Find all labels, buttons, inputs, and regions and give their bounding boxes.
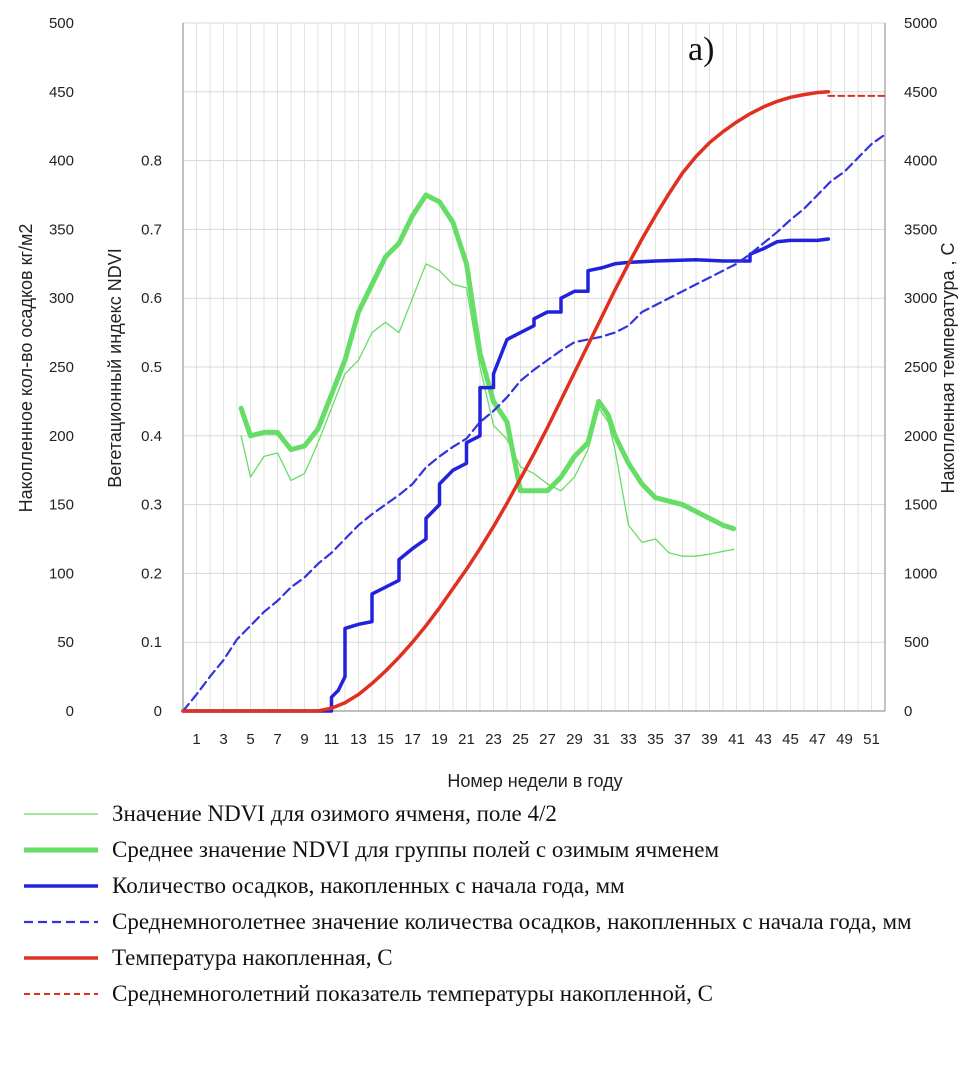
series-line-1 bbox=[240, 263, 735, 557]
panel-label: a) bbox=[688, 31, 714, 68]
left-outer-tick-label: 0 bbox=[66, 703, 74, 720]
left-outer-tick-label: 350 bbox=[49, 221, 74, 238]
series-line-5 bbox=[181, 90, 831, 713]
left-inner-tick-label: 0.2 bbox=[141, 565, 162, 582]
left-inner-tick-label: 0.6 bbox=[141, 290, 162, 307]
x-tick-label: 13 bbox=[350, 731, 367, 748]
chart-svg: 05010015020025030035040045050000.10.20.3… bbox=[16, 15, 958, 791]
x-tick-label: 5 bbox=[246, 731, 254, 748]
legend-item: Значение NDVI для озимого ячменя, поле 4… bbox=[22, 800, 952, 828]
left-outer-tick-label: 150 bbox=[49, 497, 74, 514]
legend-item: Температура накопленная, С bbox=[22, 944, 952, 972]
x-tick-label: 29 bbox=[566, 731, 583, 748]
left-inner-tick-label: 0.4 bbox=[141, 428, 162, 445]
x-tick-label: 7 bbox=[273, 731, 281, 748]
right-tick-label: 500 bbox=[904, 634, 929, 651]
legend-swatch bbox=[24, 847, 98, 853]
right-tick-label: 0 bbox=[904, 703, 912, 720]
x-tick-label: 21 bbox=[458, 731, 475, 748]
left-outer-tick-label: 200 bbox=[49, 428, 74, 445]
right-tick-label: 1000 bbox=[904, 565, 937, 582]
left-outer-tick-label: 400 bbox=[49, 153, 74, 170]
left-inner-axis-title: Вегетационный индекс NDVI bbox=[105, 248, 125, 488]
tick-labels: 05010015020025030035040045050000.10.20.3… bbox=[49, 15, 937, 748]
left-outer-tick-label: 450 bbox=[49, 84, 74, 101]
right-tick-label: 4000 bbox=[904, 153, 937, 170]
left-outer-tick-label: 50 bbox=[57, 634, 74, 651]
x-axis-title: Номер недели в году bbox=[447, 771, 622, 791]
left-outer-tick-label: 250 bbox=[49, 359, 74, 376]
x-tick-label: 43 bbox=[755, 731, 772, 748]
x-tick-label: 33 bbox=[620, 731, 637, 748]
left-inner-tick-label: 0.3 bbox=[141, 497, 162, 514]
x-tick-label: 9 bbox=[300, 731, 308, 748]
x-tick-label: 3 bbox=[219, 731, 227, 748]
x-tick-label: 39 bbox=[701, 731, 718, 748]
series-line-2 bbox=[238, 192, 737, 532]
left-outer-tick-label: 500 bbox=[49, 15, 74, 32]
left-outer-axis-title: Накопленное кол-во осадков кг/м2 bbox=[16, 224, 36, 513]
legend-item: Среднее значение NDVI для группы полей с… bbox=[22, 836, 952, 864]
right-tick-label: 3000 bbox=[904, 290, 937, 307]
left-inner-tick-label: 0 bbox=[154, 703, 162, 720]
series-line-4 bbox=[181, 133, 887, 713]
right-tick-label: 4500 bbox=[904, 84, 937, 101]
legend-swatch bbox=[24, 920, 98, 924]
x-tick-label: 17 bbox=[404, 731, 421, 748]
legend-label: Среднемноголетнее значение количества ос… bbox=[112, 909, 912, 934]
x-tick-label: 11 bbox=[324, 731, 340, 748]
legend: Значение NDVI для озимого ячменя, поле 4… bbox=[22, 800, 952, 1016]
x-tick-label: 41 bbox=[728, 731, 745, 748]
x-tick-label: 1 bbox=[192, 731, 200, 748]
x-tick-label: 45 bbox=[782, 731, 799, 748]
legend-item: Среднемноголетний показатель температуры… bbox=[22, 980, 952, 1008]
x-tick-label: 37 bbox=[674, 731, 691, 748]
legend-item: Среднемноголетнее значение количества ос… bbox=[22, 908, 952, 936]
legend-swatch bbox=[24, 884, 98, 888]
left-inner-tick-label: 0.1 bbox=[141, 634, 162, 651]
right-tick-label: 1500 bbox=[904, 497, 937, 514]
legend-label: Температура накопленная, С bbox=[112, 945, 393, 970]
left-inner-tick-label: 0.5 bbox=[141, 359, 162, 376]
x-tick-label: 23 bbox=[485, 731, 502, 748]
right-tick-label: 2000 bbox=[904, 428, 937, 445]
left-outer-tick-label: 100 bbox=[49, 565, 74, 582]
right-tick-label: 3500 bbox=[904, 221, 937, 238]
x-tick-label: 35 bbox=[647, 731, 664, 748]
x-tick-label: 19 bbox=[431, 731, 448, 748]
legend-swatch bbox=[24, 993, 98, 995]
left-outer-tick-label: 300 bbox=[49, 290, 74, 307]
x-tick-label: 25 bbox=[512, 731, 529, 748]
legend-label: Значение NDVI для озимого ячменя, поле 4… bbox=[112, 801, 557, 826]
right-tick-label: 2500 bbox=[904, 359, 937, 376]
legend-label: Среднемноголетний показатель температуры… bbox=[112, 981, 713, 1006]
legend-label: Среднее значение NDVI для группы полей с… bbox=[112, 837, 720, 862]
legend-item: Количество осадков, накопленных с начала… bbox=[22, 872, 952, 900]
left-inner-tick-label: 0.7 bbox=[141, 221, 162, 238]
x-tick-label: 27 bbox=[539, 731, 556, 748]
x-tick-label: 51 bbox=[863, 731, 880, 748]
legend-label: Количество осадков, накопленных с начала… bbox=[112, 873, 625, 898]
x-tick-label: 31 bbox=[593, 731, 610, 748]
right-tick-label: 5000 bbox=[904, 15, 937, 32]
x-tick-label: 49 bbox=[836, 731, 853, 748]
x-tick-label: 15 bbox=[377, 731, 394, 748]
legend-swatch bbox=[24, 813, 98, 815]
legend-swatch bbox=[24, 956, 98, 960]
plot-area bbox=[181, 90, 887, 713]
grid bbox=[182, 22, 886, 712]
series-line-3 bbox=[181, 237, 831, 713]
left-inner-tick-label: 0.8 bbox=[141, 153, 162, 170]
x-tick-label: 47 bbox=[809, 731, 826, 748]
right-axis-title: Накопленная температура , С bbox=[938, 242, 958, 493]
